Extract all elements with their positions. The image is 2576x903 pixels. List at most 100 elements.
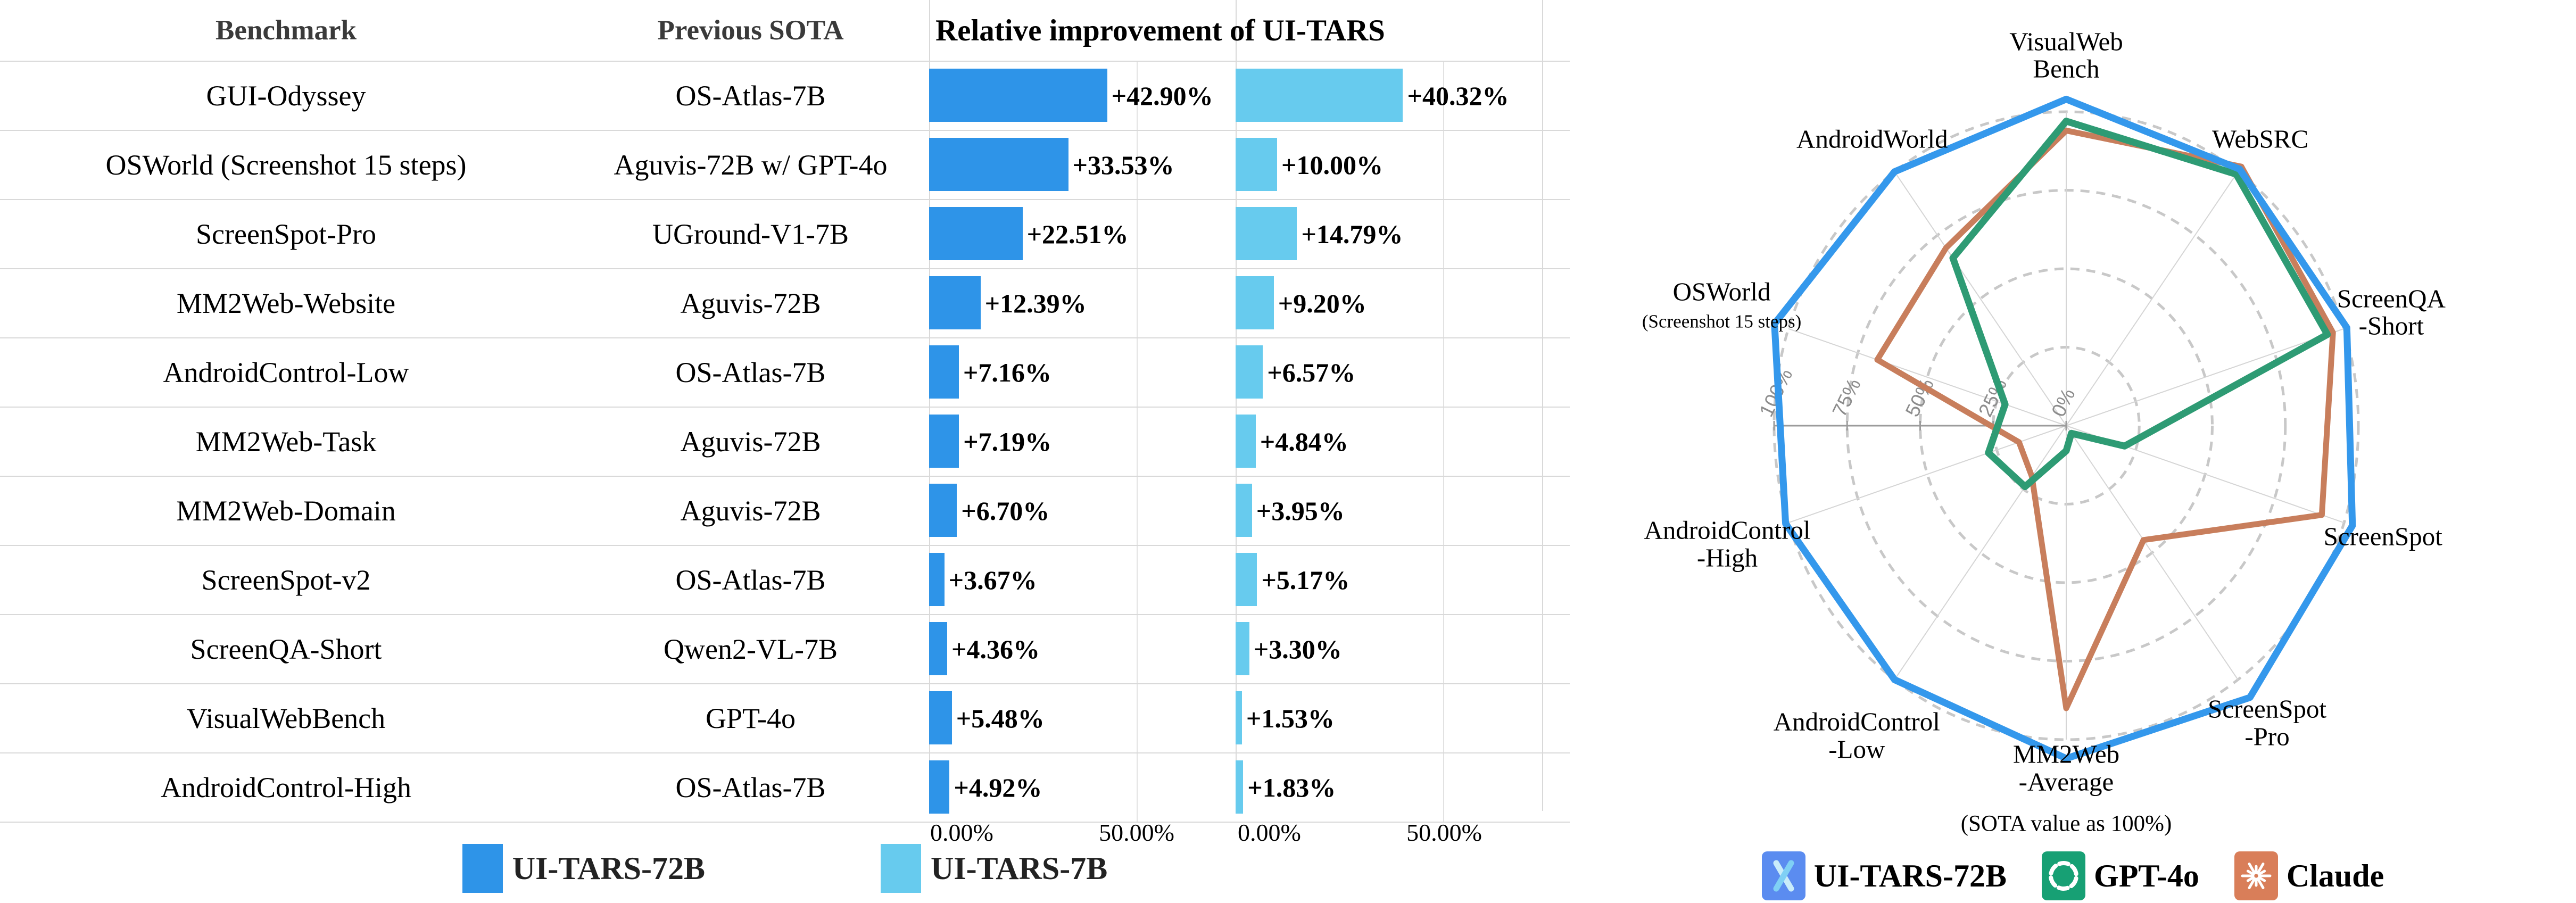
bar-value-label: +3.95%: [1256, 496, 1345, 526]
benchmark-header: Benchmark: [216, 15, 357, 46]
gridline-50pct: [1443, 615, 1444, 683]
benchmark-table: Benchmark Previous SOTA Relative improve…: [0, 0, 1570, 823]
radar-spoke: [1894, 171, 2067, 426]
benchmark-name: ScreenSpot-v2: [201, 564, 371, 596]
radar-legend-item-claude: Claude: [2234, 851, 2384, 900]
gridline-50pct: [1137, 62, 1138, 130]
radar-series-ui-tars-72b: [1771, 95, 2356, 762]
bar-value-label: +3.30%: [1253, 634, 1342, 664]
table-header-row: Benchmark Previous SOTA Relative improve…: [0, 0, 1570, 62]
bar-panel-ui-tars-72b: +7.16%: [929, 338, 1236, 407]
table-row: MM2Web-Task Aguvis-72B +7.19% +4.84%: [0, 408, 1570, 477]
benchmark-name: MM2Web-Domain: [176, 495, 396, 527]
bar-ui-tars-72b: [929, 691, 952, 744]
table-row: ScreenQA-Short Qwen2-VL-7B +4.36% +3.30%: [0, 615, 1570, 684]
radar-spoke: [2066, 328, 2345, 426]
axis-tick-50-72b: 50.00%: [1099, 819, 1174, 846]
radar-legend-item-gpt-4o: GPT-4o: [2042, 851, 2199, 900]
radar-spoke: [1788, 328, 2067, 426]
benchmark-name: ScreenQA-Short: [190, 633, 382, 665]
bar-panel-ui-tars-7b: +1.53%: [1236, 684, 1541, 752]
gridline-50pct: [1443, 131, 1444, 199]
radar-legend-label: Claude: [2286, 858, 2384, 893]
benchmark-name: AndroidControl-Low: [163, 357, 409, 388]
radar-category-label-mm2web-average: MM2Web -Average: [2012, 739, 2120, 797]
bar-panel-ui-tars-72b: +33.53%: [929, 131, 1236, 199]
radar-category-label-websrc: WebSRC: [2212, 123, 2309, 153]
panel-divider-left: [929, 0, 930, 811]
table-row: MM2Web-Website Aguvis-72B +12.39% +9.20%: [0, 269, 1570, 338]
gridline-50pct: [1443, 62, 1444, 130]
axis-tick-50-7b: 50.00%: [1406, 819, 1482, 846]
bar-value-label: +1.53%: [1246, 703, 1335, 733]
radar-spoke: [1894, 425, 2067, 680]
bar-ui-tars-72b: [929, 69, 1107, 122]
bar-value-label: +9.20%: [1278, 288, 1366, 318]
bar-ui-tars-72b: [929, 345, 959, 399]
legend-label: UI-TARS-7B: [931, 850, 1108, 886]
bar-panel-ui-tars-7b: +14.79%: [1236, 200, 1541, 268]
bar-panel-ui-tars-72b: +42.90%: [929, 62, 1236, 130]
table-row: ScreenSpot-Pro UGround-V1-7B +22.51% +14.79…: [0, 200, 1570, 269]
bar-value-label: +14.79%: [1301, 219, 1403, 249]
previous-sota-name: OS-Atlas-7B: [675, 564, 826, 596]
radar-series-claude: [1874, 127, 2336, 711]
radar-category-label-screenqa-short: ScreenQA -Short: [2337, 284, 2446, 341]
benchmark-name: OSWorld (Screenshot 15 steps): [105, 149, 467, 181]
bar-value-label: +42.90%: [1111, 81, 1213, 111]
ui-tars-logo: [1761, 851, 1805, 900]
previous-sota-name: Aguvis-72B w/ GPT-4o: [614, 149, 888, 181]
bar-panel-ui-tars-72b: +22.51%: [929, 200, 1236, 268]
gridline-50pct: [1137, 408, 1138, 476]
gridline-50pct: [1137, 615, 1138, 683]
radar-legend-label: GPT-4o: [2094, 858, 2199, 893]
improvement-table-and-bars: Benchmark Previous SOTA Relative improve…: [0, 0, 1570, 893]
bar-panel-ui-tars-7b: +10.00%: [1236, 131, 1541, 199]
bar-value-label: +6.57%: [1267, 358, 1356, 387]
radar-legend-label: UI-TARS-72B: [1813, 858, 2007, 893]
bar-ui-tars-72b: [929, 138, 1068, 191]
gridline-50pct: [1443, 477, 1444, 545]
axis-tick-0-7b: 0.00%: [1238, 819, 1301, 846]
benchmark-name: AndroidControl-High: [161, 772, 411, 803]
radar-chart: 0% 25% 50% 75% 100% (SOTA value as 100%) UI-…: [1570, 0, 2576, 903]
bar-panel-ui-tars-72b: +6.70%: [929, 477, 1236, 545]
radar-category-label-osworld: OSWorld (Screenshot 15 steps): [1642, 277, 1802, 332]
axis-tick-0-72b: 0.00%: [930, 819, 993, 846]
bar-ui-tars-7b: [1236, 276, 1274, 329]
bar-ui-tars-7b: [1236, 415, 1256, 468]
previous-sota-name: Aguvis-72B: [680, 426, 821, 458]
bar-panel-ui-tars-7b: +3.95%: [1236, 477, 1541, 545]
radar-spoke: [1788, 425, 2067, 524]
benchmark-name: GUI-Odyssey: [206, 80, 366, 112]
radar-axis-tick-label: 75%: [1828, 375, 1865, 420]
bar-ui-tars-7b: [1236, 553, 1257, 606]
bar-value-label: +4.92%: [954, 773, 1042, 802]
radar-category-label-androidworld: AndroidWorld: [1796, 123, 1948, 153]
radar-category-label-androidcontrol-low: AndroidControl -Low: [1773, 707, 1940, 764]
bar-panel-ui-tars-7b: +5.17%: [1236, 546, 1541, 614]
gridline-50pct: [1137, 338, 1138, 407]
bar-ui-tars-7b: [1236, 207, 1297, 260]
table-row: VisualWebBench GPT-4o +5.48% +1.53%: [0, 684, 1570, 753]
openai-logo: [2042, 851, 2086, 900]
radar-category-label-androidcontrol-high: AndroidControl -High: [1644, 515, 1811, 573]
table-row: MM2Web-Domain Aguvis-72B +6.70% +3.95%: [0, 477, 1570, 546]
bar-value-label: +10.00%: [1281, 150, 1383, 180]
bar-value-label: +33.53%: [1072, 150, 1174, 180]
bar-panel-ui-tars-72b: +12.39%: [929, 269, 1236, 337]
previous-sota-name: GPT-4o: [705, 702, 796, 734]
benchmark-name: MM2Web-Website: [176, 287, 396, 319]
gridline-50pct: [1443, 546, 1444, 614]
radar-legend: UI-TARS-72B GPT-4o Claude: [1570, 851, 2576, 900]
bar-panel-ui-tars-72b: +7.19%: [929, 408, 1236, 476]
radar-category-label-screenspot: ScreenSpot: [2323, 521, 2442, 551]
claude-logo: [2234, 851, 2278, 900]
benchmark-name: ScreenSpot-Pro: [196, 218, 376, 250]
table-row: AndroidControl-Low OS-Atlas-7B +7.16% +6.57…: [0, 338, 1570, 408]
legend-label: UI-TARS-72B: [512, 850, 705, 886]
bar-panel-ui-tars-72b: +5.48%: [929, 684, 1236, 752]
bar-chart-legend: UI-TARS-72B UI-TARS-7B: [0, 844, 1570, 893]
table-row: OSWorld (Screenshot 15 steps) Aguvis-72B …: [0, 131, 1570, 200]
